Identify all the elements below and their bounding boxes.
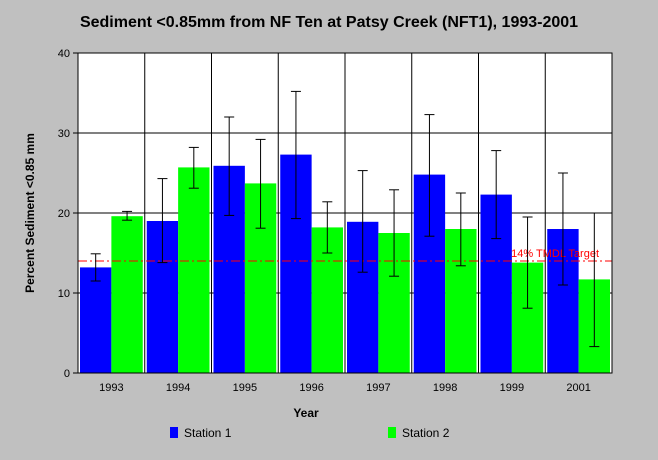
y-tick-label: 10 <box>58 288 70 300</box>
plot-border <box>77 52 613 374</box>
legend-swatch-station-1 <box>170 427 178 438</box>
x-tick-label: 1999 <box>500 382 524 394</box>
plot-area: 0 10 20 30 40 14% TMDL Target 1993 1994 1995 1996… <box>58 48 613 394</box>
legend-label: Station 2 <box>402 426 450 440</box>
bar-station-2-1993 <box>111 216 143 373</box>
x-tick-label: 1995 <box>233 382 257 394</box>
x-tick-label: 1998 <box>433 382 457 394</box>
bar-station-2-1994 <box>178 167 210 373</box>
x-tick-label: 2001 <box>566 382 590 394</box>
y-tick-label: 0 <box>64 368 70 380</box>
reference-line-label: 14% TMDL Target <box>511 248 599 260</box>
legend: Station 1 Station 2 <box>170 426 450 440</box>
x-tick-label: 1996 <box>299 382 323 394</box>
y-tick-label: 20 <box>58 208 70 220</box>
x-tick-label: 1994 <box>166 382 190 394</box>
bar-station-1-1993 <box>80 267 112 373</box>
x-axis-label: Year <box>293 406 319 420</box>
chart-title: Sediment <0.85mm from NF Ten at Patsy Cr… <box>80 14 578 31</box>
y-tick-label: 30 <box>58 128 70 140</box>
y-axis-label: Percent Sediment <0.85 mm <box>23 133 37 293</box>
legend-label: Station 1 <box>184 426 232 440</box>
x-tick-label: 1997 <box>366 382 390 394</box>
x-tick-label: 1993 <box>99 382 123 394</box>
y-tick-label: 40 <box>58 48 70 60</box>
legend-swatch-station-2 <box>388 427 396 438</box>
